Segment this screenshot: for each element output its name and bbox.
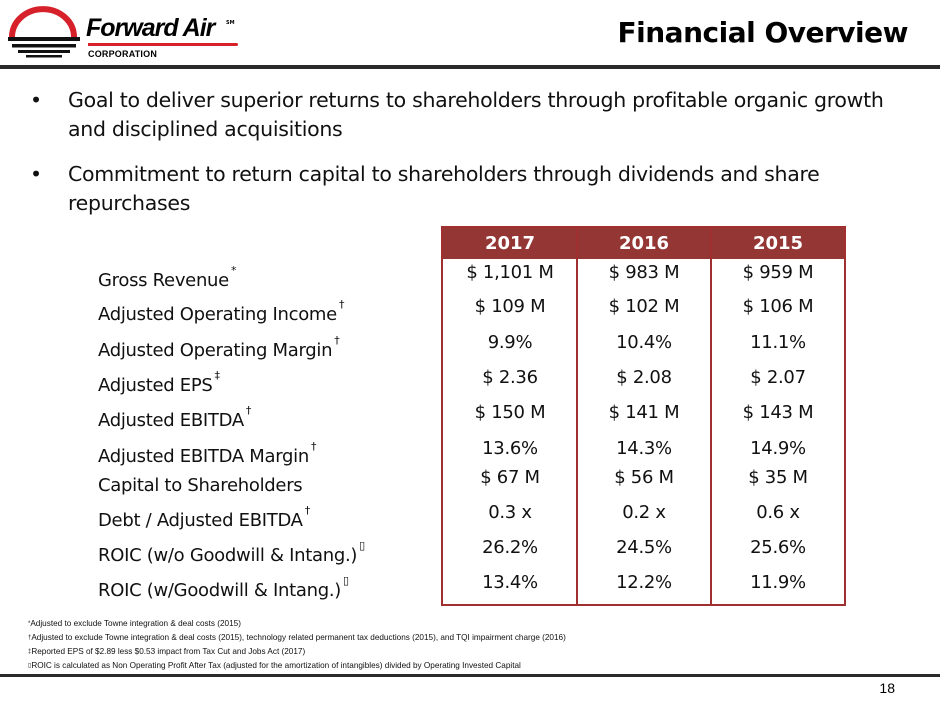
company-logo: Forward Air SM CORPORATION [8,6,308,59]
row-label: Adjusted Operating Margin † [98,334,340,361]
footnote: ‡Reported EPS of $2.89 less $0.53 impact… [28,647,306,656]
column-header-2015: 2015 [752,233,804,254]
bullet-icon: • [30,162,42,186]
table-header: 2017 2016 2015 [443,228,844,259]
bullet-list: • Goal to deliver superior returns to sh… [30,86,890,234]
bullet-text: Commitment to return capital to sharehol… [68,162,820,215]
sunrise-logo-icon [8,6,80,58]
table-cell: 9.9% [487,332,533,353]
table-cell: $ 2.07 [750,367,806,388]
row-label: ROIC (w/o Goodwill & Intang.) ▯ [98,539,365,566]
table-cell: $ 2.36 [482,367,538,388]
table-cell: 13.4% [482,572,538,593]
footnotes: *Adjusted to exclude Towne integration &… [28,617,566,673]
footnote: *Adjusted to exclude Towne integration &… [28,619,241,628]
table-cell: $ 67 M [480,467,540,488]
table-cell: $ 106 M [742,296,814,317]
bullet-item: • Commitment to return capital to shareh… [30,160,890,218]
table-cell: 26.2% [482,537,538,558]
table-cell: $ 141 M [608,402,680,423]
table-cell: 11.9% [750,572,806,593]
table-cell: $ 959 M [742,262,814,283]
column-header-2016: 2016 [618,233,670,254]
table-cell: $ 109 M [474,296,546,317]
table-cell: $ 56 M [614,467,674,488]
table-cell: $ 2.08 [616,367,672,388]
column-divider [576,228,578,604]
table-cell: 13.6% [482,438,538,459]
bullet-item: • Goal to deliver superior returns to sh… [30,86,890,144]
page-number: 18 [879,680,895,696]
table-cell: 12.2% [616,572,672,593]
financial-table: 2017 2016 2015 $ 1,101 M $ 983 M $ 959 M $ … [441,226,846,606]
footnote: ▯ROIC is calculated as Non Operating Pro… [28,661,521,670]
page-title: Financial Overview [617,16,909,49]
table-cell: 0.3 x [488,502,532,523]
row-label: Adjusted Operating Income † [98,298,345,325]
table-cell: $ 1,101 M [466,262,554,283]
table-cell: 10.4% [616,332,672,353]
table-cell: 11.1% [750,332,806,353]
row-label: Capital to Shareholders [98,475,303,496]
row-label: Adjusted EPS ‡ [98,369,220,396]
logo-wordmark: Forward Air [86,14,215,42]
bullet-text: Goal to deliver superior returns to shar… [68,88,884,141]
footnote: †Adjusted to exclude Towne integration &… [28,633,566,642]
table-cell: $ 983 M [608,262,680,283]
footer-divider [0,674,940,677]
column-divider [710,228,712,604]
logo-underline [88,43,238,46]
table-cell: 14.9% [750,438,806,459]
row-label: Debt / Adjusted EBITDA † [98,504,310,531]
logo-service-mark: SM [226,20,235,26]
table-cell: $ 143 M [742,402,814,423]
row-label: Gross Revenue * [98,264,237,291]
table-cell: $ 150 M [474,402,546,423]
table-cell: 14.3% [616,438,672,459]
row-label: Adjusted EBITDA † [98,404,252,431]
table-cell: $ 35 M [748,467,808,488]
row-label: ROIC (w/Goodwill & Intang.) ▯ [98,574,349,601]
table-cell: 0.2 x [622,502,666,523]
bullet-icon: • [30,88,42,112]
row-label: Adjusted EBITDA Margin † [98,440,317,467]
table-cell: 24.5% [616,537,672,558]
column-header-2017: 2017 [484,233,536,254]
table-cell: 0.6 x [756,502,800,523]
logo-subtitle: CORPORATION [88,49,158,59]
table-cell: $ 102 M [608,296,680,317]
header-divider [0,65,940,69]
table-cell: 25.6% [750,537,806,558]
